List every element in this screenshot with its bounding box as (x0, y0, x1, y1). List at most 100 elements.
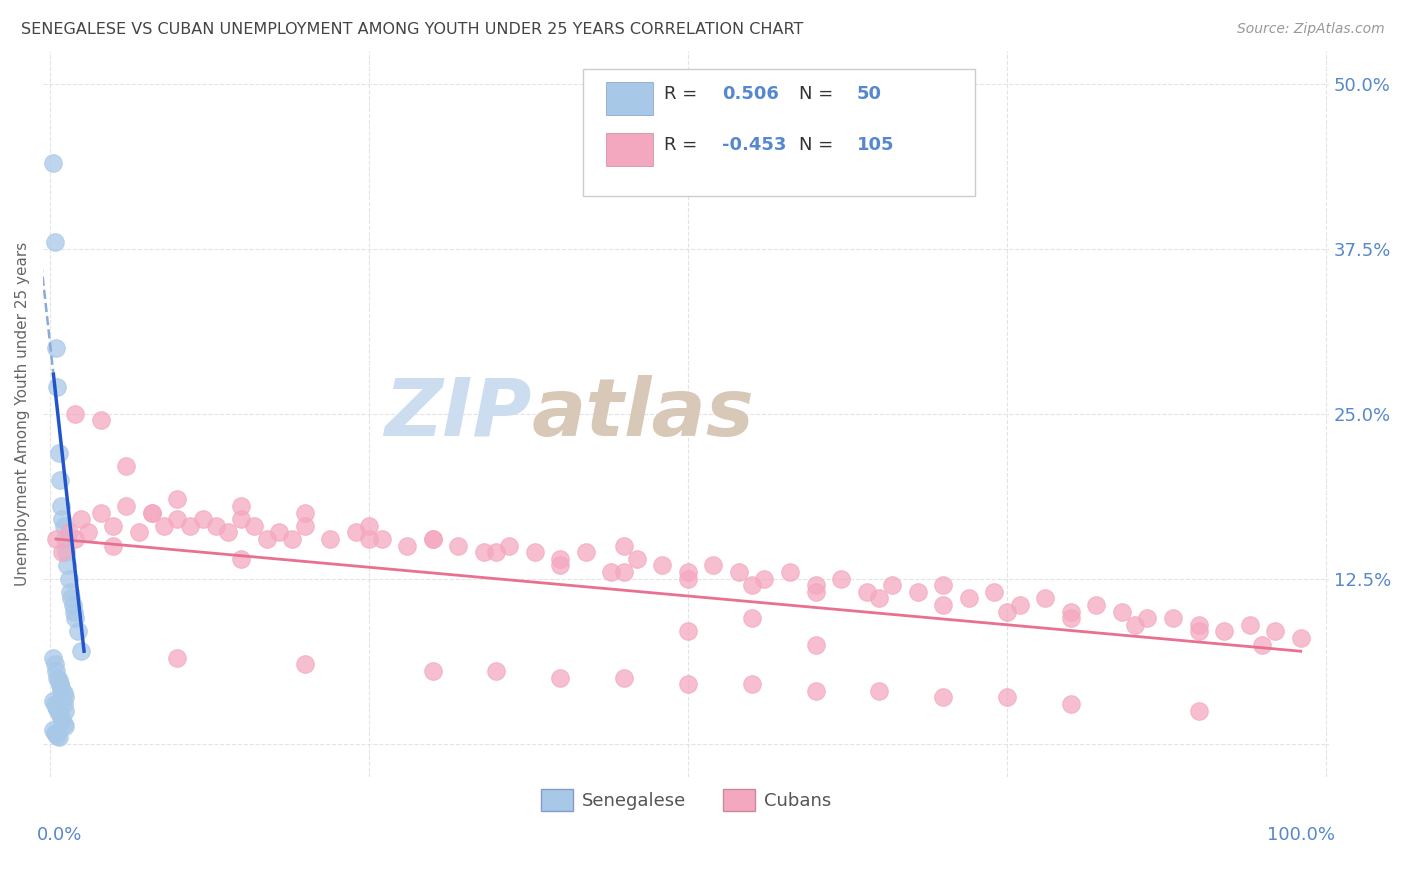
Point (59, 584, 82, 599)
Text: R =: R = (664, 86, 697, 103)
Point (830, 572, 852, 586)
Point (58, 525, 80, 540)
Point (932, 578, 955, 592)
Point (1033, 591, 1056, 606)
Point (957, 591, 980, 606)
Point (153, 519, 176, 533)
Point (294, 519, 316, 533)
Point (166, 512, 188, 526)
Point (62, 598, 84, 612)
Point (357, 532, 380, 546)
Point (46, 671, 69, 685)
Point (1060, 611, 1083, 625)
Point (51, 683, 73, 698)
Point (45, 341, 67, 355)
Point (613, 565, 636, 579)
Point (1289, 631, 1312, 645)
Point (46, 702, 69, 716)
Point (243, 519, 266, 533)
Point (191, 512, 214, 526)
Point (613, 671, 636, 685)
Point (229, 512, 252, 526)
Point (166, 492, 188, 507)
Point (49, 473, 72, 487)
Point (52, 697, 75, 711)
Point (1161, 611, 1184, 625)
Point (1085, 598, 1108, 612)
Point (294, 657, 316, 672)
Point (49, 677, 72, 691)
Point (52, 519, 75, 533)
Point (90, 413, 112, 427)
Point (485, 664, 508, 678)
Text: 105: 105 (858, 136, 894, 154)
Point (1213, 624, 1236, 639)
Point (45, 727, 67, 741)
Point (51, 512, 73, 526)
Text: 100.0%: 100.0% (1267, 826, 1336, 844)
Point (42, 723, 65, 738)
Point (51, 690, 73, 705)
Point (1123, 617, 1146, 632)
Text: Source: ZipAtlas.com: Source: ZipAtlas.com (1237, 22, 1385, 37)
Point (115, 459, 138, 474)
Point (70, 512, 93, 526)
Point (1008, 598, 1031, 612)
Point (804, 578, 827, 592)
Point (741, 677, 763, 691)
Point (77, 525, 100, 540)
Point (995, 605, 1018, 619)
Point (485, 545, 508, 559)
Point (1187, 617, 1209, 632)
Point (49, 677, 72, 691)
Point (882, 578, 904, 592)
Point (804, 638, 827, 652)
Point (45, 532, 67, 546)
Point (53, 690, 76, 705)
Point (53, 719, 76, 733)
Point (357, 519, 380, 533)
Point (49, 681, 72, 696)
Point (103, 539, 125, 553)
Point (600, 565, 623, 579)
Point (49, 499, 72, 513)
Point (932, 598, 955, 612)
Point (702, 558, 724, 573)
Point (141, 506, 163, 520)
Text: 50: 50 (858, 86, 882, 103)
Point (1111, 605, 1133, 619)
Point (52, 716, 75, 731)
Point (868, 591, 890, 606)
Point (56, 558, 79, 573)
Point (741, 611, 763, 625)
Point (1060, 605, 1083, 619)
Point (49, 710, 72, 724)
Point (395, 539, 418, 553)
Point (103, 519, 125, 533)
Point (1264, 624, 1286, 639)
Point (422, 664, 444, 678)
Text: ZIP: ZIP (384, 375, 531, 452)
Point (269, 525, 291, 540)
Point (63, 532, 86, 546)
Point (779, 565, 801, 579)
Point (204, 519, 226, 533)
Point (1136, 611, 1159, 625)
Point (728, 565, 751, 579)
Point (42, 650, 65, 665)
Point (42, 156, 65, 170)
Point (983, 584, 1005, 599)
Point (1187, 624, 1209, 639)
Point (523, 545, 546, 559)
Point (294, 506, 316, 520)
Point (46, 380, 69, 394)
Point (256, 532, 278, 546)
Legend: Senegalese, Cubans: Senegalese, Cubans (533, 782, 838, 818)
Point (548, 558, 571, 573)
Text: N =: N = (799, 136, 834, 154)
Text: N =: N = (799, 86, 834, 103)
Point (370, 532, 392, 546)
Point (472, 545, 495, 559)
Point (548, 671, 571, 685)
Point (319, 532, 342, 546)
